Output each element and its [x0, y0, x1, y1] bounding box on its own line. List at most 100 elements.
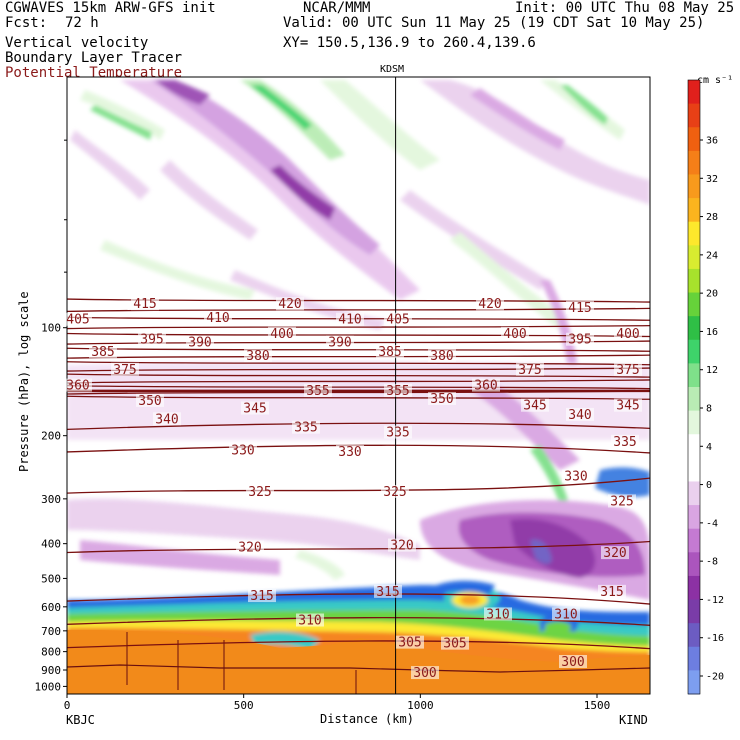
theta-label-bg — [566, 300, 594, 314]
y-tick-label: 600 — [41, 601, 61, 614]
theta-label: 345 — [523, 399, 546, 414]
theta-label: 410 — [206, 311, 229, 326]
colorbar-label: 28 — [706, 212, 718, 223]
theta-label-bg — [562, 469, 590, 483]
y-tick-label: 400 — [41, 538, 61, 551]
colorbar-swatch — [688, 268, 700, 294]
colorbar-swatch — [688, 670, 700, 695]
theta-label-bg — [131, 297, 159, 311]
colorbar-label: 32 — [706, 174, 718, 185]
axes-layer: 0 500 1000 1500 100 200 300 400 500 600 700 800 900 1… — [35, 139, 611, 712]
theta-label-bg — [136, 393, 164, 407]
colorbar-swatch — [688, 599, 700, 624]
colorbar-label: 36 — [706, 136, 718, 147]
theta-label: 300 — [561, 655, 584, 670]
forecast-hour: 72 h — [65, 15, 99, 31]
theta-label-bg — [381, 484, 409, 498]
colorbar-swatch — [688, 481, 700, 506]
theta-label-bg — [472, 378, 500, 392]
colorbar-swatch — [688, 198, 700, 223]
theta-label-bg — [241, 401, 269, 415]
theta-label: 335 — [294, 421, 317, 436]
theta-label: 390 — [328, 336, 351, 351]
theta-label-bg — [204, 311, 232, 325]
colorbar-swatch — [688, 80, 700, 105]
theta-label: 400 — [270, 327, 293, 342]
x-axis-title: Distance (km) — [320, 712, 414, 726]
colorbar-label: 4 — [706, 442, 712, 453]
theta-label: 400 — [503, 327, 526, 342]
theta-label: 325 — [383, 485, 406, 500]
theta-label: 375 — [518, 363, 541, 378]
theta-label: 405 — [386, 313, 409, 328]
theta-label-bg — [229, 443, 257, 457]
y-axis-title: Pressure (hPa), log scale — [17, 291, 31, 472]
theta-label-bg — [336, 312, 364, 326]
theta-label-bg — [374, 584, 402, 598]
colorbar-frame — [687, 79, 701, 695]
colorbar-swatch — [688, 646, 700, 671]
colorbar-swatch — [688, 457, 700, 482]
theta-label-bg — [376, 345, 404, 359]
colorbar-label: -12 — [706, 595, 724, 606]
x-tick-label: 0 — [64, 699, 71, 712]
colorbar-label: -8 — [706, 557, 718, 568]
theta-label: 305 — [398, 636, 421, 651]
x-tick-label: 1000 — [407, 699, 434, 712]
theta-label: 310 — [554, 607, 577, 622]
y-tick-label: 300 — [41, 493, 61, 506]
theta-label: 300 — [413, 666, 436, 681]
colorbar-swatch — [688, 505, 700, 530]
theta-label-bg — [246, 484, 274, 498]
colorbar-label: 16 — [706, 327, 718, 338]
theta-label: 335 — [613, 435, 636, 450]
theta-label-bg — [111, 362, 139, 376]
colorbar-swatch — [688, 434, 700, 459]
theta-label-bg — [559, 654, 587, 668]
theta-label: 330 — [231, 444, 254, 459]
theta-label-bg — [411, 666, 439, 680]
model-title: CGWAVES 15km ARW-GFS init — [5, 0, 216, 16]
theta-label-bg — [186, 335, 214, 349]
theta-label: 340 — [155, 412, 178, 427]
theta-label: 350 — [138, 394, 161, 409]
colorbar-swatch — [688, 339, 700, 364]
colorbar-label: 8 — [706, 404, 712, 415]
colorbar-label: 20 — [706, 289, 718, 300]
colorbar: 36 32 28 24 20 16 12 8 4 0 -4 -8 -12 -16 -20 — [687, 79, 724, 695]
theta-label-bg — [484, 607, 512, 621]
colorbar-label: 0 — [706, 480, 712, 491]
theta-label-bg — [64, 378, 92, 392]
y-tick-label: 900 — [41, 664, 61, 677]
theta-label: 385 — [91, 345, 114, 360]
colorbar-swatch — [688, 103, 700, 128]
colorbar-swatch — [688, 150, 700, 175]
theta-label: 355 — [386, 384, 409, 399]
theta-label-bg — [601, 546, 629, 560]
theta-label: 360 — [474, 379, 497, 394]
colorbar-label: 24 — [706, 250, 718, 261]
colorbar-swatch — [688, 552, 700, 577]
theta-label: 330 — [338, 445, 361, 460]
theta-label-bg — [614, 326, 642, 340]
cross-section-coords: XY= 150.5,136.9 to 260.4,139.6 — [283, 35, 536, 51]
theta-label-bg — [598, 584, 626, 598]
colorbar-swatch — [688, 363, 700, 388]
colorbar-swatch — [688, 316, 700, 341]
x-tick-label: 1500 — [584, 699, 611, 712]
theta-label: 380 — [430, 349, 453, 364]
theta-label-bg — [268, 326, 296, 340]
theta-label-bg — [396, 635, 424, 649]
theta-label: 360 — [66, 379, 89, 394]
valid-time: Valid: 00 UTC Sun 11 May 25 (19 CDT Sat … — [283, 15, 705, 31]
theta-label-bg — [428, 349, 456, 363]
theta-label-bg — [611, 434, 639, 448]
colorbar-swatch — [688, 174, 700, 199]
colorbar-swatch — [688, 528, 700, 553]
field-boundary-layer-tracer: Boundary Layer Tracer — [5, 50, 183, 66]
theta-label: 420 — [478, 297, 501, 312]
theta-label-bg — [388, 538, 416, 552]
theta-label-bg — [138, 332, 166, 346]
theta-label: 325 — [610, 494, 633, 509]
theta-label-bg — [326, 335, 354, 349]
